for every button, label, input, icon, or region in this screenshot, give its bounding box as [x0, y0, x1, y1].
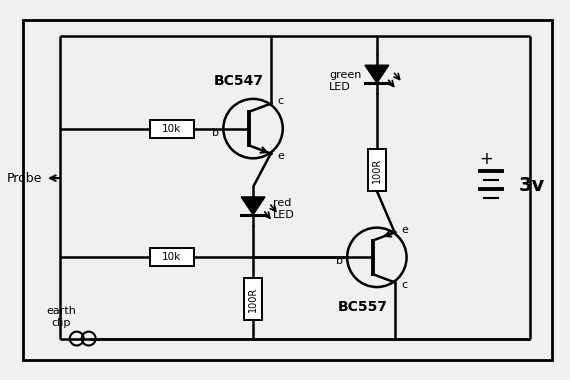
Text: e: e	[401, 225, 408, 235]
Text: 10k: 10k	[162, 124, 181, 134]
Text: 10k: 10k	[162, 252, 181, 262]
Bar	[150, 120, 194, 138]
Bar	[150, 249, 194, 266]
Text: green
LED: green LED	[329, 70, 362, 92]
Text: +: +	[479, 150, 492, 168]
Text: e: e	[278, 151, 284, 161]
Text: c: c	[401, 280, 408, 290]
Text: Probe: Probe	[7, 172, 42, 185]
Bar	[368, 149, 386, 191]
Text: earth
clip: earth clip	[46, 306, 76, 328]
Text: BC557: BC557	[338, 300, 388, 314]
Polygon shape	[365, 65, 389, 83]
Text: b: b	[213, 128, 219, 138]
Bar	[244, 278, 262, 320]
Polygon shape	[241, 197, 265, 215]
Text: b: b	[336, 256, 343, 266]
Text: 100R: 100R	[248, 286, 258, 312]
Text: 3v: 3v	[519, 176, 545, 195]
Text: 100R: 100R	[372, 158, 382, 183]
Text: c: c	[278, 97, 283, 106]
Text: red
LED: red LED	[273, 198, 295, 220]
Text: BC547: BC547	[214, 74, 264, 88]
